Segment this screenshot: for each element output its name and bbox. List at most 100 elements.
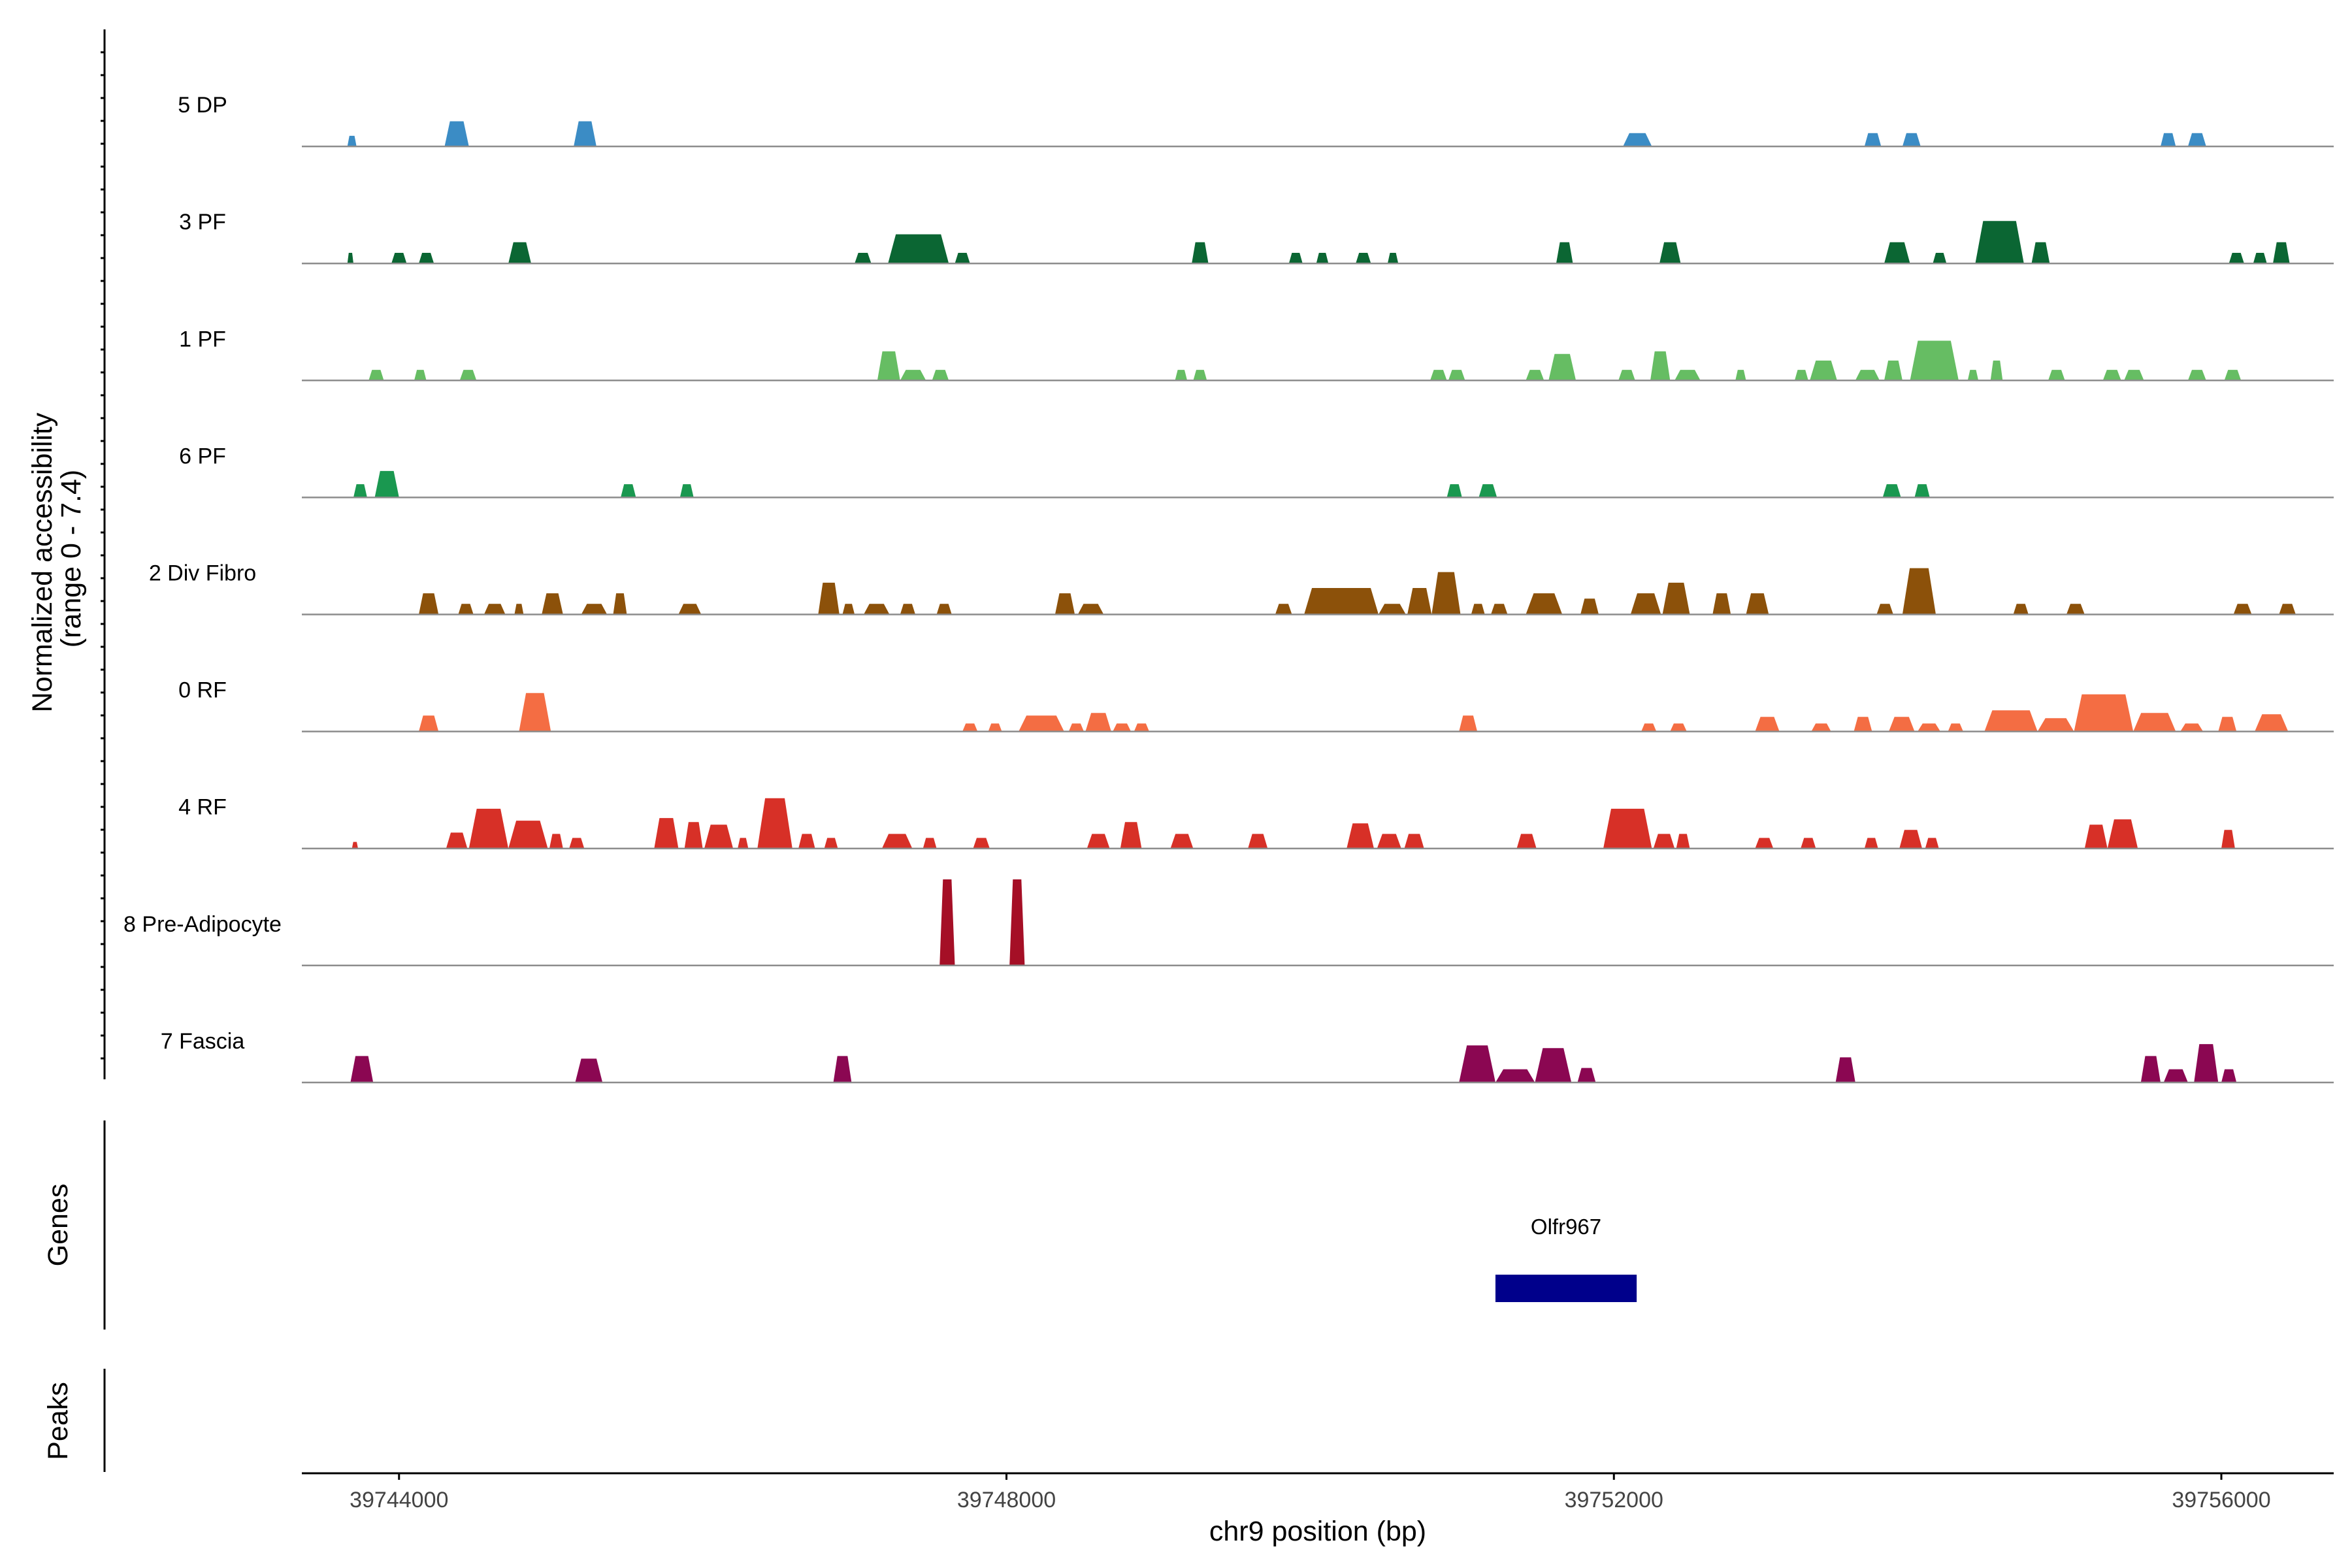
coverage-peak (549, 834, 563, 849)
coverage-peak (1068, 723, 1084, 732)
coverage-peak (2279, 604, 2296, 615)
track-7-fascia: 7 Fascia (161, 1029, 2334, 1084)
coverage-peak (679, 484, 694, 498)
coverage-peak (1275, 604, 1292, 615)
coverage-peak (1387, 253, 1399, 264)
coverage-peak (1316, 253, 1329, 264)
coverage-peak (2163, 1069, 2188, 1083)
coverage-peak (939, 879, 955, 966)
coverage-peak (2187, 370, 2206, 381)
coverage-peak (1835, 1057, 1855, 1083)
coverage-peak (347, 253, 353, 264)
coverage-peak (1854, 717, 1872, 732)
coverage-peak (391, 253, 407, 264)
coverage-peak (569, 838, 585, 849)
coverage-peak (1526, 370, 1544, 381)
x-tick-label: 39756000 (2172, 1488, 2270, 1512)
coverage-peak (1404, 834, 1424, 849)
coverage-peak (2253, 253, 2267, 264)
track-label: 4 RF (178, 795, 227, 820)
coverage-peak (2133, 713, 2176, 732)
coverage-peak (1641, 723, 1657, 732)
coverage-peak (508, 821, 548, 849)
track-3-pf: 3 PF (179, 210, 2334, 265)
coverage-peak (1516, 834, 1537, 849)
coverage-peak (955, 253, 970, 264)
coverage-peak (704, 825, 734, 849)
coverage-peak (1086, 834, 1110, 849)
coverage-peak (1948, 723, 1963, 732)
coverage-peak (1448, 370, 1465, 381)
coverage-peak (1556, 242, 1573, 264)
coverage-peak (1288, 253, 1303, 264)
coverage-peak (877, 351, 900, 381)
coverage-peak (1990, 360, 2003, 381)
coverage-peak (1864, 838, 1878, 849)
coverage-peak (2074, 694, 2134, 732)
coverage-peak (1120, 822, 1142, 849)
coverage-peak (1407, 588, 1432, 615)
track-label: 6 PF (179, 444, 226, 468)
coverage-peak (1446, 484, 1462, 498)
coverage-peak (2102, 370, 2121, 381)
coverage-peak (1630, 593, 1661, 615)
coverage-peak (973, 838, 990, 849)
coverage-peak (2218, 717, 2237, 732)
coverage-peak (2273, 242, 2290, 264)
coverage-peak (2140, 1056, 2161, 1083)
coverage-peak (833, 1056, 852, 1083)
coverage-peak (2229, 253, 2244, 264)
coverage-peak (684, 822, 703, 849)
coverage-peak (1984, 710, 2038, 732)
x-axis-title: chr9 position (bp) (1209, 1516, 1426, 1547)
coverage-peak (1975, 221, 2024, 264)
track-0-rf: 0 RF (178, 678, 2334, 732)
y-axis-title-main: Normalized accessibility (27, 412, 58, 712)
coverage-peak (1618, 370, 1635, 381)
coverage-peak (1170, 834, 1194, 849)
peaks-panel-title: Peaks (42, 1382, 74, 1460)
coverage-peak (374, 470, 399, 498)
coverage-peak (1430, 370, 1447, 381)
coverage-peak (2161, 133, 2176, 147)
coverage-peak (1918, 723, 1940, 732)
coverage-peak (2066, 604, 2085, 615)
coverage-peak (738, 838, 749, 849)
coverage-peak (2233, 604, 2252, 615)
coverage-peak (1603, 808, 1652, 849)
coverage-peak (575, 1058, 603, 1083)
coverage-peak (855, 253, 872, 264)
track-2-div-fibro: 2 Div Fibro (149, 561, 2334, 615)
gene-body (1495, 1275, 1637, 1302)
coverage-peak (842, 604, 855, 615)
coverage-peak (1811, 723, 1831, 732)
coverage-peak (1085, 713, 1111, 732)
coverage-peak (1077, 604, 1104, 615)
coverage-peak (2037, 718, 2074, 732)
coverage-peak (1925, 838, 1939, 849)
coverage-peak (468, 808, 509, 849)
coverage-peak (2048, 370, 2065, 381)
coverage-peak (508, 242, 531, 264)
coverage-peak (1746, 593, 1769, 615)
track-4-rf: 4 RF (178, 795, 2334, 849)
coverage-peak (1855, 370, 1880, 381)
coverage-peak (1054, 593, 1075, 615)
track-label: 3 PF (179, 210, 226, 235)
coverage-peak (514, 604, 524, 615)
coverage-peak (1933, 253, 1947, 264)
genes-panel-title: Genes (42, 1184, 74, 1267)
coverage-peak (581, 604, 608, 615)
coverage-peak (1495, 1069, 1535, 1083)
coverage-peak (351, 841, 358, 849)
coverage-peak (1471, 604, 1485, 615)
track-6-pf: 6 PF (179, 444, 2334, 498)
coverage-peak (1801, 838, 1816, 849)
coverage-peak (1478, 484, 1497, 498)
coverage-peak (1910, 340, 1959, 381)
coverage-peak (1914, 484, 1930, 498)
coverage-peak (1459, 715, 1478, 732)
x-tick-label: 39744000 (350, 1488, 448, 1512)
x-axis-ticks: 39744000 39748000 39752000 39756000 (350, 1473, 2271, 1512)
